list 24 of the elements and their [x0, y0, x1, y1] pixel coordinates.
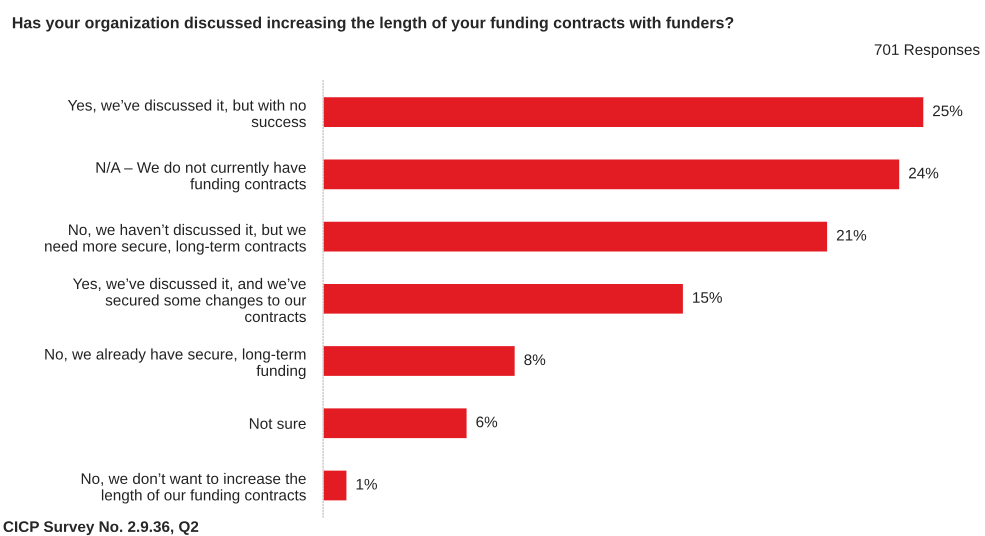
data-label: 15% [693, 292, 722, 303]
y-tick-label: No, we haven’t discussed it, but we need more secure, long-term contracts [45, 224, 306, 255]
y-tick-label: Not sure [250, 418, 306, 429]
data-label: 25% [933, 105, 962, 116]
bar [323, 158, 901, 191]
text: CICP Survey No. 2.9.36, Q2 [4, 521, 198, 536]
y-tick-label: Yes, we’ve discussed it, but with no success [68, 99, 306, 128]
bar [323, 469, 348, 502]
y-tick-label: Yes, we’ve discussed it, and we’ve secured some changes to our contracts [72, 278, 306, 322]
data-label: 1% [356, 478, 377, 490]
y-tick-label: No, we don’t want to increase the length of our funding contracts [82, 472, 306, 504]
data-label: 21% [836, 230, 866, 241]
bar [323, 220, 828, 253]
bar [323, 407, 468, 440]
y-tick-label: N/A – We do not currently have funding contracts [96, 162, 306, 192]
bar [323, 282, 684, 316]
data-label: 6% [476, 416, 498, 428]
chart-title: Has your organization discussed increasing the length of your funding contracts with funders? [12, 16, 734, 32]
chart-subtitle: 701 Responses [874, 44, 980, 58]
data-label: 8% [524, 354, 546, 366]
y-tick-label: No, we already have secure, long-term funding [45, 348, 306, 380]
bar [323, 96, 924, 128]
data-label: 24% [909, 168, 938, 178]
bar [323, 344, 516, 378]
